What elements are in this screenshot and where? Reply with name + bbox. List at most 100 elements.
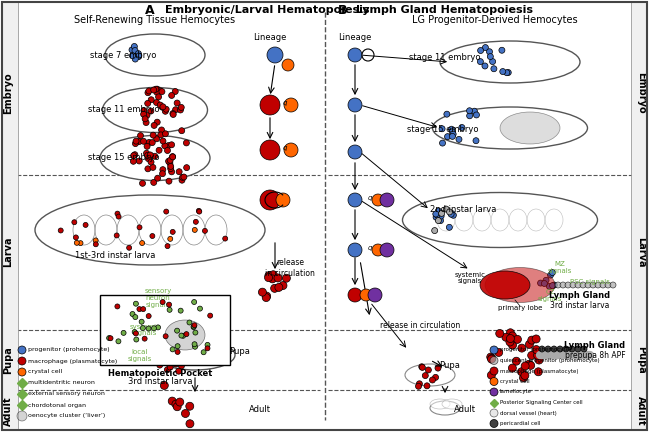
Circle shape	[146, 140, 152, 146]
Ellipse shape	[155, 340, 235, 370]
Circle shape	[156, 147, 162, 153]
Circle shape	[447, 224, 452, 230]
Circle shape	[176, 368, 182, 374]
Circle shape	[546, 283, 552, 289]
Circle shape	[258, 288, 267, 296]
Circle shape	[459, 124, 465, 130]
Circle shape	[178, 363, 184, 369]
Circle shape	[157, 88, 164, 94]
Circle shape	[163, 334, 168, 339]
Text: Embryonic/Larval Hematopoiesis: Embryonic/Larval Hematopoiesis	[165, 5, 369, 15]
Ellipse shape	[480, 271, 530, 299]
Circle shape	[545, 346, 551, 352]
Circle shape	[205, 346, 210, 351]
Text: lamellocyte: lamellocyte	[500, 390, 532, 394]
Circle shape	[269, 271, 277, 279]
Text: Adult: Adult	[454, 406, 476, 414]
Circle shape	[271, 284, 278, 292]
Circle shape	[158, 127, 165, 133]
Circle shape	[595, 282, 601, 288]
Circle shape	[169, 92, 175, 98]
Circle shape	[482, 63, 488, 69]
Circle shape	[164, 147, 171, 153]
Circle shape	[490, 419, 498, 428]
Circle shape	[172, 400, 180, 408]
Circle shape	[487, 371, 495, 379]
Circle shape	[425, 367, 432, 373]
Circle shape	[519, 374, 528, 382]
Circle shape	[129, 47, 135, 53]
Circle shape	[450, 131, 456, 137]
Text: A: A	[145, 3, 154, 16]
Circle shape	[133, 314, 138, 320]
Text: crystal cell: crystal cell	[28, 369, 62, 375]
Circle shape	[187, 339, 193, 345]
Text: 3rd instar larva: 3rd instar larva	[550, 301, 609, 309]
Circle shape	[154, 99, 160, 105]
Circle shape	[490, 367, 498, 375]
Circle shape	[197, 209, 202, 214]
Text: Adult: Adult	[249, 406, 271, 414]
Circle shape	[490, 388, 498, 396]
Text: crystal cell: crystal cell	[500, 379, 530, 384]
Circle shape	[435, 365, 441, 371]
Circle shape	[433, 375, 439, 380]
Circle shape	[435, 218, 441, 223]
Circle shape	[491, 66, 497, 72]
Circle shape	[145, 100, 151, 106]
Circle shape	[134, 337, 139, 342]
Circle shape	[575, 346, 581, 352]
Circle shape	[140, 326, 145, 330]
Circle shape	[502, 333, 510, 341]
Circle shape	[362, 49, 374, 61]
Circle shape	[160, 167, 166, 173]
Circle shape	[274, 274, 282, 282]
Ellipse shape	[402, 193, 598, 248]
Circle shape	[192, 342, 197, 347]
Circle shape	[175, 328, 180, 333]
Circle shape	[173, 361, 179, 367]
Text: Lineage: Lineage	[338, 34, 372, 42]
Circle shape	[506, 70, 511, 76]
Circle shape	[443, 206, 449, 212]
Circle shape	[131, 44, 138, 50]
Circle shape	[132, 152, 138, 158]
Circle shape	[528, 351, 535, 359]
Circle shape	[450, 212, 456, 218]
Circle shape	[528, 336, 536, 344]
Circle shape	[151, 122, 157, 128]
Circle shape	[191, 299, 197, 305]
Circle shape	[444, 111, 450, 117]
Circle shape	[174, 100, 180, 106]
Circle shape	[439, 126, 445, 132]
Circle shape	[151, 179, 156, 185]
Ellipse shape	[100, 136, 210, 181]
Circle shape	[145, 90, 151, 96]
Circle shape	[178, 308, 183, 313]
Text: 3rd instar larva: 3rd instar larva	[128, 377, 192, 385]
Circle shape	[265, 272, 273, 280]
Circle shape	[526, 340, 533, 348]
Circle shape	[132, 48, 138, 54]
Circle shape	[279, 282, 287, 289]
Circle shape	[422, 372, 428, 378]
Text: Embryo: Embryo	[636, 72, 646, 114]
Circle shape	[478, 59, 484, 65]
Circle shape	[143, 150, 149, 156]
Circle shape	[167, 302, 171, 307]
Circle shape	[537, 280, 544, 286]
Circle shape	[193, 219, 199, 224]
Circle shape	[506, 334, 515, 343]
Circle shape	[159, 89, 165, 95]
Text: Larva: Larva	[636, 237, 646, 267]
Circle shape	[154, 89, 160, 95]
Circle shape	[424, 383, 430, 389]
Circle shape	[108, 336, 113, 341]
Circle shape	[496, 330, 504, 337]
Circle shape	[140, 180, 145, 186]
Circle shape	[133, 331, 138, 336]
Text: Self-Renewing Tissue Hemocytes: Self-Renewing Tissue Hemocytes	[75, 15, 236, 25]
Circle shape	[116, 339, 121, 344]
Circle shape	[223, 236, 228, 241]
Text: 1st-3rd instar larva: 1st-3rd instar larva	[75, 251, 155, 260]
